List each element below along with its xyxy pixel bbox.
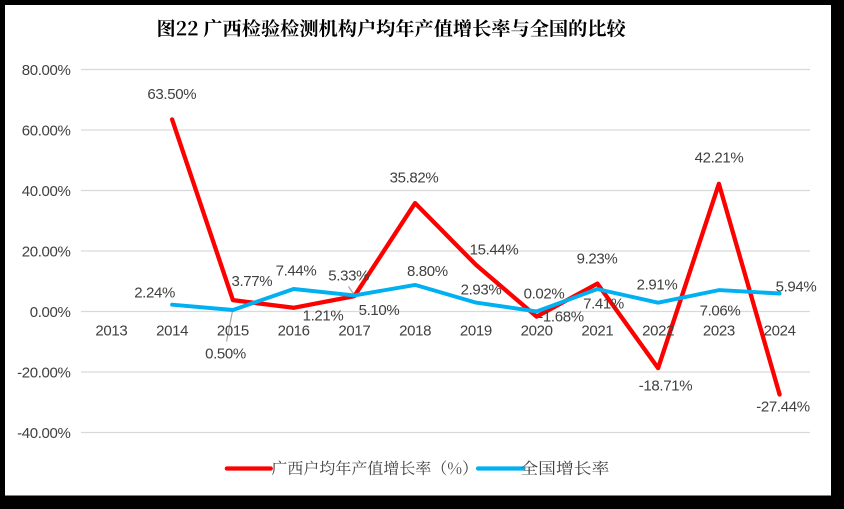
svg-text:35.82%: 35.82%: [390, 169, 439, 186]
svg-text:0.00%: 0.00%: [30, 304, 71, 321]
svg-text:0.02%: 0.02%: [524, 285, 565, 302]
svg-text:9.23%: 9.23%: [577, 250, 618, 267]
svg-text:7.44%: 7.44%: [276, 262, 317, 279]
svg-text:-18.71%: -18.71%: [639, 377, 692, 394]
svg-text:60.00%: 60.00%: [22, 122, 71, 139]
svg-text:2022: 2022: [642, 322, 674, 339]
svg-text:2013: 2013: [95, 322, 127, 339]
svg-text:80.00%: 80.00%: [22, 62, 71, 79]
svg-text:2021: 2021: [581, 322, 613, 339]
svg-text:-27.44%: -27.44%: [756, 398, 809, 415]
svg-text:2016: 2016: [278, 322, 310, 339]
svg-text:40.00%: 40.00%: [22, 183, 71, 200]
svg-text:5.10%: 5.10%: [359, 302, 400, 319]
svg-text:-20.00%: -20.00%: [17, 364, 70, 381]
svg-text:-1.68%: -1.68%: [538, 308, 583, 325]
svg-text:63.50%: 63.50%: [147, 86, 196, 103]
svg-text:2018: 2018: [399, 322, 431, 339]
svg-text:2.24%: 2.24%: [134, 285, 175, 302]
svg-text:7.41%: 7.41%: [583, 295, 624, 312]
svg-text:3.77%: 3.77%: [232, 273, 273, 290]
svg-text:20.00%: 20.00%: [22, 243, 71, 260]
svg-text:15.44%: 15.44%: [470, 241, 519, 258]
svg-text:2.93%: 2.93%: [461, 281, 502, 298]
svg-text:5.94%: 5.94%: [776, 278, 817, 295]
svg-text:2015: 2015: [217, 322, 249, 339]
svg-text:-40.00%: -40.00%: [17, 425, 70, 442]
svg-text:2024: 2024: [764, 322, 796, 339]
svg-text:2017: 2017: [338, 322, 370, 339]
svg-text:0.50%: 0.50%: [205, 345, 246, 362]
svg-text:7.06%: 7.06%: [700, 302, 741, 319]
svg-text:2.91%: 2.91%: [637, 276, 678, 293]
svg-text:2020: 2020: [521, 322, 553, 339]
svg-text:2014: 2014: [156, 322, 188, 339]
svg-text:5.33%: 5.33%: [328, 267, 369, 284]
svg-text:8.80%: 8.80%: [407, 263, 448, 280]
svg-text:42.21%: 42.21%: [695, 149, 744, 166]
svg-text:2019: 2019: [460, 322, 492, 339]
svg-text:1.21%: 1.21%: [303, 307, 344, 324]
svg-text:2023: 2023: [703, 322, 735, 339]
